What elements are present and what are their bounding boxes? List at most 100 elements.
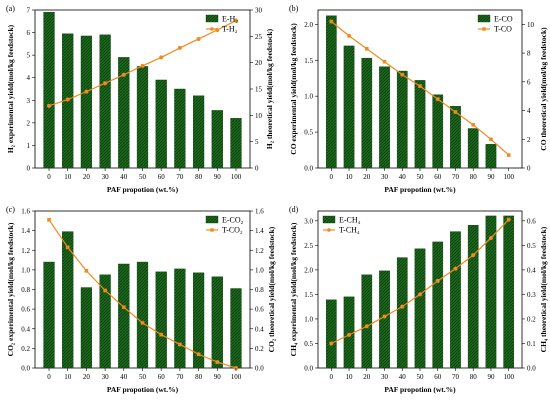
y-tick-label: 2: [27, 119, 31, 127]
y-tick-label: 0.6: [21, 306, 30, 314]
x-tick-label: 80: [470, 373, 478, 381]
x-tick-label: 20: [83, 373, 91, 381]
y2-tick-label: 15: [255, 86, 263, 94]
x-axis-title: PAF propotion (wt.%): [384, 385, 456, 394]
legend-line-marker: [482, 27, 486, 31]
line-point: [103, 81, 108, 86]
bar: [414, 80, 426, 169]
y-axis-title: H₂ experimental yield(mol/kg feedstock): [6, 24, 15, 153]
legend-line-marker: [210, 27, 214, 31]
y2-tick-label: 10: [527, 21, 535, 29]
line-point: [418, 292, 422, 297]
line-point: [489, 137, 493, 142]
y2-tick-label: 0.2: [527, 315, 536, 323]
line-point: [329, 19, 334, 24]
y-tick-label: 1.5: [304, 291, 313, 299]
x-axis-title: PAF propotion (wt.%): [384, 185, 456, 194]
legend-label: E-CO: [494, 15, 513, 24]
bar: [136, 66, 149, 169]
y2-tick-label: 4: [527, 107, 531, 115]
y-tick-label: 0.8: [21, 286, 30, 294]
bar: [396, 70, 408, 169]
bar: [43, 12, 55, 169]
line-point: [65, 245, 70, 250]
y2-tick-label: 1.0: [255, 266, 264, 274]
bar: [450, 106, 461, 169]
y2-tick-label: 0.4: [255, 325, 264, 333]
line-point: [364, 46, 369, 51]
bar: [118, 263, 130, 369]
y2-tick-label: 6: [527, 78, 531, 86]
line-point: [471, 253, 476, 258]
line-point: [233, 18, 238, 23]
x-tick-label: 40: [120, 173, 128, 181]
y2-tick-label: 25: [255, 33, 263, 41]
x-tick-label: 10: [346, 373, 354, 381]
y2-tick-label: 0.3: [527, 291, 536, 299]
y2-tick-label: 0.0: [255, 365, 264, 373]
y2-tick-label: 0.8: [255, 286, 264, 294]
x-tick-label: 60: [158, 373, 166, 381]
y-tick-label: 1.0: [304, 93, 313, 101]
bar: [211, 110, 223, 169]
x-tick-label: 80: [470, 173, 478, 181]
y-tick-label: 3.0: [304, 217, 313, 225]
y-tick-label: 3: [27, 97, 31, 105]
line-point: [364, 324, 369, 329]
x-tick-label: 80: [195, 173, 203, 181]
x-tick-label: 10: [64, 173, 72, 181]
y-tick-label: 0.4: [21, 325, 30, 333]
panel-label: (c): [6, 205, 15, 214]
x-tick-label: 20: [363, 173, 371, 181]
line-point: [382, 59, 387, 64]
y-tick-label: 0.5: [304, 129, 313, 137]
y2-tick-label: 0.0: [527, 365, 536, 373]
y2-tick-label: 1.2: [255, 247, 264, 255]
bar: [174, 88, 186, 169]
panel-label: (a): [6, 4, 15, 13]
bar: [325, 15, 337, 169]
y2-tick-label: 0.6: [255, 306, 264, 314]
bar: [155, 79, 167, 169]
line-point: [506, 217, 511, 222]
bar: [155, 271, 167, 369]
x-tick-label: 100: [231, 173, 242, 181]
x-tick-label: 90: [487, 173, 495, 181]
chart-panel-c: 0 10 20 30 40 50 60 70 80 90 100 0.0 0.2 0.4 0.6 0.8 1.0…: [6, 205, 276, 394]
legend-label: T-CO₂: [222, 226, 243, 235]
line-point: [488, 235, 493, 240]
x-tick-label: 60: [434, 173, 442, 181]
x-tick-label: 50: [139, 373, 147, 381]
bar: [450, 231, 461, 369]
bar: [467, 128, 479, 169]
line-point: [400, 72, 405, 77]
y2-tick-label: 30: [255, 7, 263, 15]
line-point: [453, 110, 458, 114]
y2-axis-title: CO₂ theoretical yield(mol/kg feedstock): [267, 226, 276, 352]
legend-label: T-CH₄: [339, 226, 360, 235]
x-tick-label: 40: [399, 173, 407, 181]
y-tick-label: 0.0: [21, 365, 30, 373]
y2-tick-label: 0.6: [527, 217, 536, 225]
line-point: [453, 266, 458, 271]
legend-label: E-CH₄: [339, 216, 361, 225]
y-axis-title: CH₄ experimental yield(mol/kg feedstock): [289, 222, 298, 356]
line-point: [435, 97, 440, 101]
x-tick-label: 70: [452, 173, 460, 181]
y2-axis-title: CO theoretical yield(mol/kg feedstock): [539, 27, 548, 151]
legend-label: T-H₂: [222, 25, 238, 34]
bar: [99, 34, 111, 169]
y-tick-label: 1.2: [21, 247, 30, 255]
line-point: [418, 84, 422, 88]
line-point: [122, 305, 126, 309]
x-tick-label: 30: [381, 373, 389, 381]
line-point: [347, 34, 351, 38]
bar: [192, 95, 205, 169]
bar: [396, 257, 408, 369]
y-tick-label: 6: [27, 29, 31, 37]
x-tick-label: 10: [346, 173, 354, 181]
y-tick-label: 0.5: [304, 340, 313, 348]
bar: [80, 35, 93, 169]
x-tick-label: 0: [47, 373, 51, 381]
